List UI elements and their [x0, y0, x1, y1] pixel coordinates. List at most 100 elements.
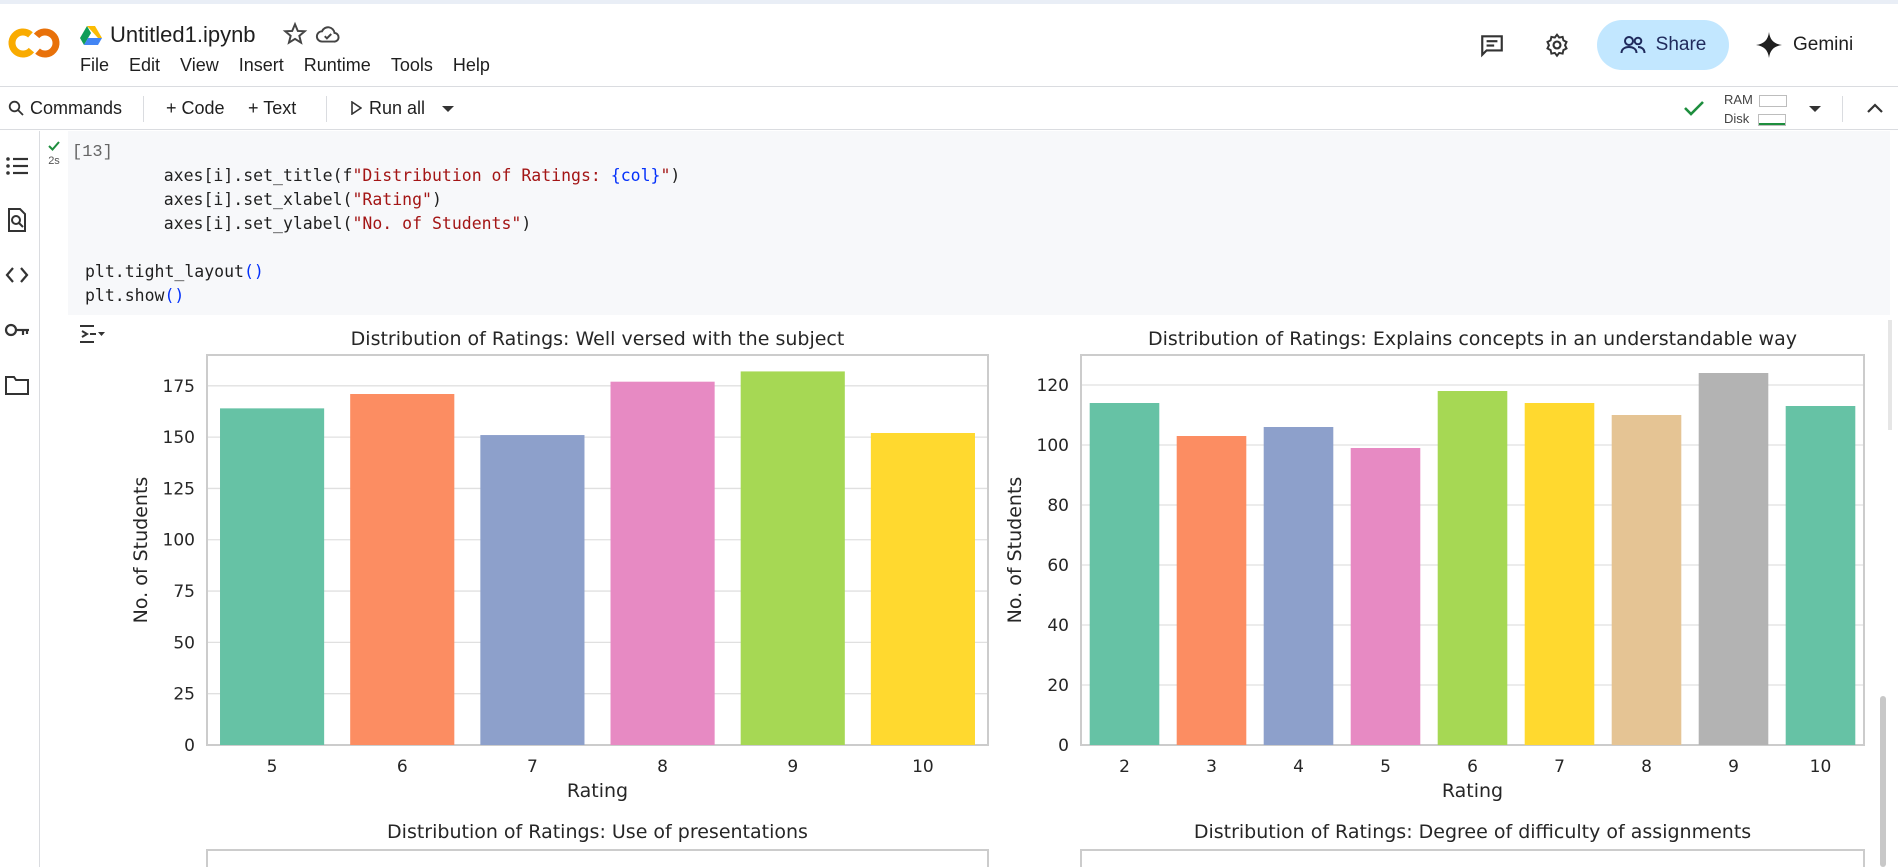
secrets-key-icon[interactable] — [4, 317, 30, 343]
x-tick-label: 6 — [1467, 757, 1478, 777]
ram-label: RAM — [1724, 92, 1753, 107]
code-line: plt.tight_layout() — [85, 262, 264, 281]
colab-logo-icon[interactable] — [8, 26, 60, 60]
x-tick-label: 10 — [912, 757, 934, 777]
menu-edit[interactable]: Edit — [129, 55, 161, 75]
left-rail — [0, 131, 40, 867]
run-all-button[interactable]: Run all — [350, 87, 425, 129]
code-line: plt.show() — [85, 286, 185, 305]
add-code-label: + Code — [166, 97, 225, 118]
code-cell[interactable] — [68, 131, 1890, 315]
menu-file[interactable]: File — [80, 55, 110, 75]
gemini-button[interactable]: Gemini — [1755, 28, 1853, 62]
chevron-up-icon[interactable] — [1866, 101, 1884, 115]
top-edge — [0, 0, 1898, 4]
code-line: axes[i].set_title(f"Distribution of Rati… — [124, 166, 681, 185]
code-line: axes[i].set_ylabel("No. of Students") — [124, 214, 532, 233]
commands-button[interactable]: Commands — [8, 87, 122, 129]
scrollbar-thumb[interactable] — [1880, 696, 1886, 867]
bar — [870, 433, 975, 745]
x-tick-label: 4 — [1293, 757, 1304, 777]
toolbar: Commands + Code + Text Run all RAM Disk — [0, 86, 1898, 130]
cloud-saved-icon[interactable] — [315, 21, 341, 47]
run-status[interactable]: 2s — [44, 140, 64, 167]
bar — [220, 408, 325, 745]
comments-icon[interactable] — [1479, 32, 1505, 58]
bar — [350, 394, 455, 745]
x-tick-label: 5 — [267, 757, 278, 777]
x-tick-label: 3 — [1206, 757, 1217, 777]
resource-monitor[interactable]: RAM Disk — [1724, 90, 1787, 128]
ram-meter — [1758, 94, 1787, 107]
x-tick-label: 7 — [527, 757, 538, 777]
chart-title: Distribution of Ratings: Degree of diffi… — [1194, 821, 1751, 843]
y-tick-label: 40 — [1047, 616, 1069, 636]
bar — [1089, 403, 1160, 745]
add-text-button[interactable]: + Text — [248, 87, 296, 129]
chart-well-versed: Distribution of Ratings: Well versed wit… — [130, 328, 989, 802]
bar — [1437, 391, 1508, 745]
plot-frame — [206, 354, 989, 746]
star-icon[interactable] — [282, 21, 308, 47]
x-tick-label: 2 — [1119, 757, 1130, 777]
y-tick-label: 125 — [163, 479, 195, 499]
menu-insert[interactable]: Insert — [238, 55, 284, 75]
menu-runtime[interactable]: Runtime — [303, 55, 371, 75]
bar — [1611, 415, 1682, 745]
notebook-title[interactable]: Untitled1.ipynb — [110, 22, 256, 47]
check-icon — [48, 141, 60, 151]
chevron-down-icon[interactable] — [1808, 104, 1822, 114]
folder-icon[interactable] — [4, 372, 30, 398]
check-icon — [1684, 101, 1704, 116]
chart-use-of-presentations: Distribution of Ratings: Use of presenta… — [206, 821, 989, 867]
chart-title: Distribution of Ratings: Explains concep… — [1148, 328, 1797, 350]
google-drive-icon[interactable] — [80, 25, 102, 45]
bar — [1263, 427, 1334, 745]
y-tick-label: 150 — [163, 428, 195, 448]
toolbar-divider — [1842, 96, 1843, 122]
scrollbar-track — [1888, 320, 1892, 430]
y-tick-label: 75 — [173, 582, 195, 602]
find-icon[interactable] — [4, 207, 30, 233]
bar — [1785, 406, 1856, 745]
code-snippets-icon[interactable] — [4, 262, 30, 288]
code-editor[interactable]: axes[i].set_title(f"Distribution of Rati… — [85, 128, 681, 308]
toolbar-divider — [143, 96, 144, 122]
y-tick-label: 100 — [1037, 436, 1069, 456]
chart-difficulty-assignments: Distribution of Ratings: Degree of diffi… — [1080, 821, 1865, 867]
x-axis-label: Rating — [567, 780, 628, 802]
run-all-label: Run all — [369, 97, 426, 118]
chart-title: Distribution of Ratings: Well versed wit… — [351, 328, 845, 350]
share-button[interactable]: Share — [1597, 20, 1729, 70]
x-tick-label: 7 — [1554, 757, 1565, 777]
gear-icon[interactable] — [1544, 32, 1570, 58]
play-icon — [351, 101, 362, 115]
x-tick-label: 10 — [1810, 757, 1832, 777]
bar — [610, 381, 715, 745]
y-tick-label: 0 — [1058, 736, 1069, 756]
menu-tools[interactable]: Tools — [390, 55, 433, 75]
sparkle-icon — [1756, 32, 1782, 58]
commands-label: Commands — [30, 97, 123, 118]
x-tick-label: 5 — [1380, 757, 1391, 777]
y-tick-label: 120 — [1037, 376, 1069, 396]
add-code-button[interactable]: + Code — [166, 87, 225, 129]
y-tick-label: 175 — [163, 377, 195, 397]
output-actions-icon[interactable] — [78, 322, 106, 346]
chevron-down-icon[interactable] — [441, 104, 455, 114]
y-tick-label: 0 — [184, 736, 195, 756]
table-of-contents-icon[interactable] — [4, 153, 30, 179]
chart-title: Distribution of Ratings: Use of presenta… — [387, 821, 808, 843]
y-axis-label: No. of Students — [130, 477, 152, 624]
toolbar-divider — [326, 96, 327, 122]
menu-view[interactable]: View — [180, 55, 219, 75]
add-text-label: + Text — [248, 97, 297, 118]
plot-frame — [206, 849, 989, 867]
y-tick-label: 50 — [173, 633, 195, 653]
run-duration: 2s — [48, 155, 60, 167]
x-tick-label: 8 — [1641, 757, 1652, 777]
menu-help[interactable]: Help — [452, 55, 490, 75]
y-tick-label: 25 — [173, 685, 195, 705]
bar — [1350, 448, 1421, 745]
